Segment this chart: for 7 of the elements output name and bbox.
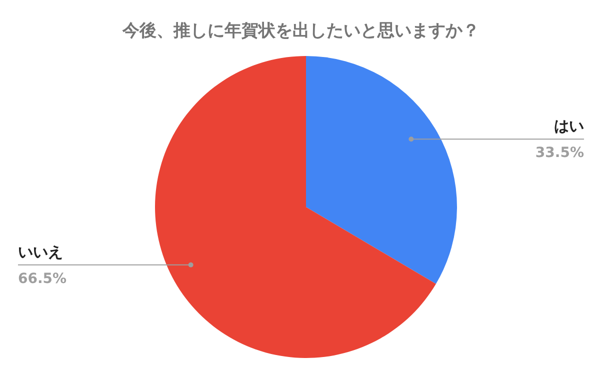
- slice-label: いいえ: [18, 242, 63, 261]
- chart-title: 今後、推しに年賀状を出したいと思いますか？: [122, 21, 480, 41]
- pie-slice: [306, 56, 457, 284]
- data-label: 33.5%: [535, 145, 584, 162]
- slice-label: はい: [554, 117, 584, 136]
- data-label: 66.5%: [18, 270, 67, 287]
- pie-slice: [155, 56, 436, 358]
